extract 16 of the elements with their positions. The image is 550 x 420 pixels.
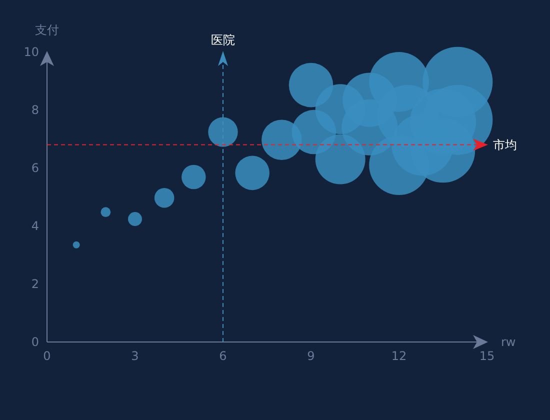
y-tick-label: 4 <box>31 219 39 233</box>
ref-line-label: 市均 <box>493 138 517 152</box>
ref-line-label: 医院 <box>211 33 235 47</box>
y-axis-title: 支付 <box>35 23 59 37</box>
x-tick-label: 9 <box>307 349 315 363</box>
x-tick-label: 15 <box>479 349 495 363</box>
x-tick-label: 3 <box>131 349 139 363</box>
y-tick-label: 8 <box>31 103 39 117</box>
x-tick-label: 0 <box>43 349 51 363</box>
y-tick-label: 0 <box>31 335 39 349</box>
x-axis-title: rw <box>501 335 516 349</box>
x-tick-label: 12 <box>391 349 407 363</box>
x-tick-label: 6 <box>219 349 227 363</box>
y-tick-label: 10 <box>24 45 39 59</box>
y-tick-label: 6 <box>31 161 39 175</box>
y-tick-label: 2 <box>31 277 39 291</box>
